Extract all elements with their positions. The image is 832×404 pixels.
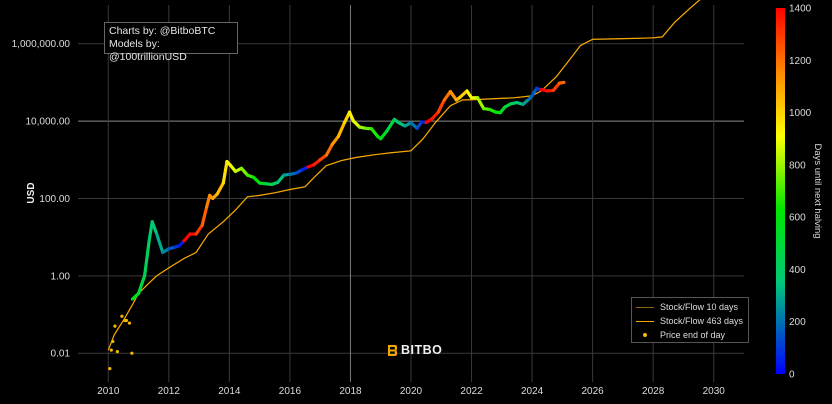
colorbar-tick-label: 0 [789, 370, 795, 381]
colorbar: 0 200 400 600 800 1000 1200 1400 Days until next… [776, 4, 823, 381]
price-segment [205, 193, 212, 209]
y-tick-label: 100.00 [39, 194, 70, 205]
x-tick-label: 2018 [339, 386, 362, 397]
colorbar-tick-label: 800 [789, 160, 806, 171]
price-segment [155, 232, 165, 255]
bitbo-logo-text: BITBO [401, 343, 443, 357]
y-tick-label: 10,000.00 [26, 117, 71, 128]
price-segment [476, 96, 486, 111]
legend-line-swatch [636, 320, 654, 322]
price-segment [330, 134, 340, 146]
x-tick-label: 2028 [642, 386, 665, 397]
price-point [111, 339, 115, 344]
x-tick-label: 2014 [218, 386, 241, 397]
x-tick-label: 2020 [400, 386, 423, 397]
colorbar-tick-label: 1000 [789, 108, 812, 119]
legend-item-price[interactable]: Price end of day [636, 329, 725, 341]
price-segment [436, 98, 446, 114]
legend-label: Stock/Flow 463 days [660, 316, 744, 326]
y-tick-label: 1,000,000.00 [12, 39, 71, 50]
colorbar-scale [776, 8, 785, 374]
price-point [113, 324, 117, 328]
x-tick-label: 2016 [279, 386, 302, 397]
price-segment [336, 121, 346, 139]
legend: Stock/Flow 10 days Stock/Flow 463 days P… [631, 297, 749, 343]
x-tick-label: 2010 [97, 386, 120, 397]
colorbar-tick-label: 200 [789, 317, 806, 328]
bitbo-logo-icon [388, 344, 397, 356]
credits-models-by: Models by: @100trillionUSD [109, 38, 187, 63]
y-tick-label: 1.00 [51, 271, 71, 282]
price-segment [442, 89, 452, 102]
price-point [130, 351, 134, 355]
x-tick-label: 2024 [521, 386, 544, 397]
price-segment [221, 159, 229, 185]
legend-item-sf10[interactable]: Stock/Flow 10 days [636, 301, 738, 313]
colorbar-tick-label: 400 [789, 265, 806, 276]
price-segment [457, 89, 469, 100]
price-segment [347, 110, 356, 123]
series-stock-flow-463-days [107, 0, 701, 351]
legend-dot-swatch [636, 333, 654, 337]
price-segment [379, 129, 389, 141]
price-segment [557, 80, 566, 85]
legend-label: Stock/Flow 10 days [660, 302, 739, 312]
price-point [120, 314, 124, 318]
price-segment [143, 239, 151, 278]
price-segment [200, 205, 209, 228]
x-tick-label: 2022 [460, 386, 483, 397]
y-tick-label: 0.01 [51, 349, 71, 360]
price-point [115, 349, 119, 354]
colorbar-tick-label: 1200 [789, 56, 812, 67]
legend-item-sf463[interactable]: Stock/Flow 463 days [636, 315, 743, 327]
x-tick-label: 2026 [582, 386, 605, 397]
price-segment [370, 127, 380, 139]
credits-charts-by: Charts by: @BitboBTC [109, 25, 216, 37]
price-point [109, 348, 113, 352]
x-axis-ticks: 2010 2012 2014 2016 2018 2020 2022 2024 2026 2028… [97, 386, 725, 397]
colorbar-title: Days until next halving [812, 143, 823, 238]
bitbo-logo: BITBO [387, 343, 442, 357]
price-segment [150, 220, 159, 236]
credits-box: Charts by: @BitboBTC Models by: @100tril… [104, 22, 238, 63]
price-segment [215, 181, 225, 196]
x-tick-label: 2012 [158, 386, 181, 397]
price-segment [324, 142, 334, 157]
legend-line-swatch [636, 306, 654, 308]
price-point [108, 366, 112, 371]
price-segment [448, 89, 459, 102]
legend-label: Price end of day [660, 330, 726, 340]
x-tick-label: 2030 [703, 386, 726, 397]
colorbar-tick-label: 1400 [789, 4, 812, 15]
price-segment [194, 223, 204, 236]
y-axis-ticks: 0.01 1.00 100.00 10,000.00 1,000,000.00 USD [12, 39, 71, 360]
series-group [107, 0, 701, 371]
grid-lines [78, 5, 744, 382]
y-axis-title: USD [26, 182, 37, 203]
colorbar-tick-label: 600 [789, 213, 806, 224]
price-segment [385, 117, 396, 133]
price-point [124, 318, 129, 323]
price-segment [136, 274, 147, 296]
price-point [127, 321, 132, 325]
